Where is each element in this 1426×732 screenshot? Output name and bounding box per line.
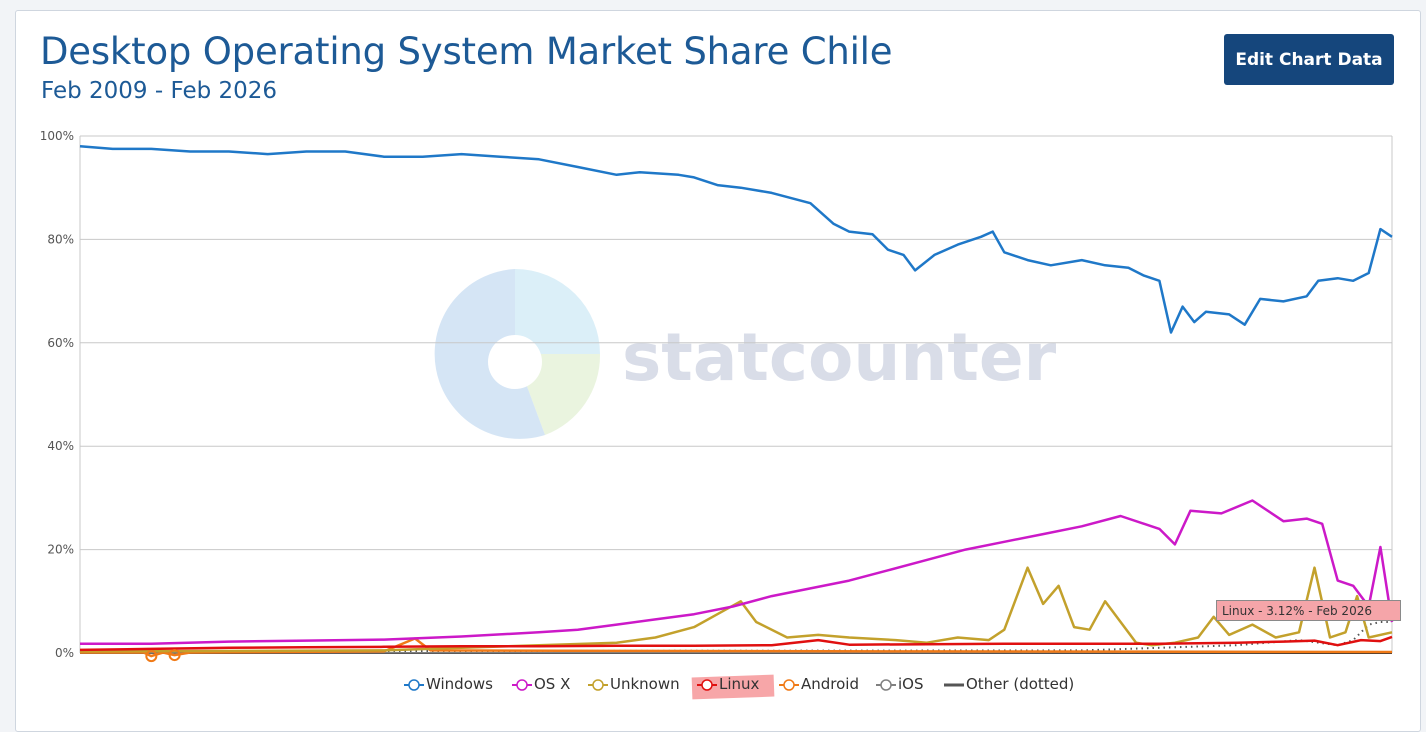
legend-label: OS X <box>534 675 571 693</box>
chart-title: Desktop Operating System Market Share Ch… <box>40 30 893 73</box>
y-tick-label: 60% <box>47 336 74 350</box>
legend-label: Linux <box>719 675 760 693</box>
edit-chart-data-button[interactable]: Edit Chart Data <box>1224 34 1394 85</box>
legend-label: Windows <box>426 675 493 693</box>
y-tick-label: 100% <box>40 129 74 143</box>
y-tick-label: 80% <box>47 232 74 246</box>
statcounter-watermark: statcounter <box>434 269 1057 439</box>
legend-label: iOS <box>898 675 924 693</box>
legend-marker-icon <box>779 679 799 691</box>
series-lines <box>79 145 1394 663</box>
series-line-os-x[interactable] <box>80 499 1394 645</box>
chart-subtitle: Feb 2009 - Feb 2026 <box>41 78 278 104</box>
y-tick-label: 20% <box>47 543 74 557</box>
chart-card <box>15 10 1421 732</box>
series-line-linux[interactable] <box>79 635 1393 652</box>
linux-tooltip: Linux - 3.12% - Feb 2026 <box>1216 600 1401 621</box>
legend-marker-icon <box>697 679 717 691</box>
watermark-text: statcounter <box>622 319 1057 396</box>
series-line-unknown[interactable] <box>79 566 1393 653</box>
y-tick-label: 0% <box>55 646 74 660</box>
line-chart: statcounter 0% 20% 40% 60% 80% 100% <box>40 129 1394 663</box>
series-line-windows[interactable] <box>79 145 1393 334</box>
series-line-other-dotted[interactable] <box>79 621 1392 653</box>
legend-label: Unknown <box>610 675 680 693</box>
legend-marker-icon <box>404 679 424 691</box>
chart-legend: Windows OS X Unknown Linux Android iOS Other (… <box>0 674 1426 698</box>
legend-marker-icon <box>876 679 896 691</box>
android-point-marker <box>145 650 158 663</box>
legend-label: Android <box>801 675 859 693</box>
legend-marker-icon <box>512 679 532 691</box>
android-point-marker <box>168 649 181 662</box>
legend-label: Other (dotted) <box>966 675 1075 693</box>
legend-marker-icon <box>588 679 608 691</box>
y-axis: 0% 20% 40% 60% 80% 100% <box>40 129 74 660</box>
y-tick-label: 40% <box>47 439 74 453</box>
legend-marker-icon <box>944 683 964 687</box>
